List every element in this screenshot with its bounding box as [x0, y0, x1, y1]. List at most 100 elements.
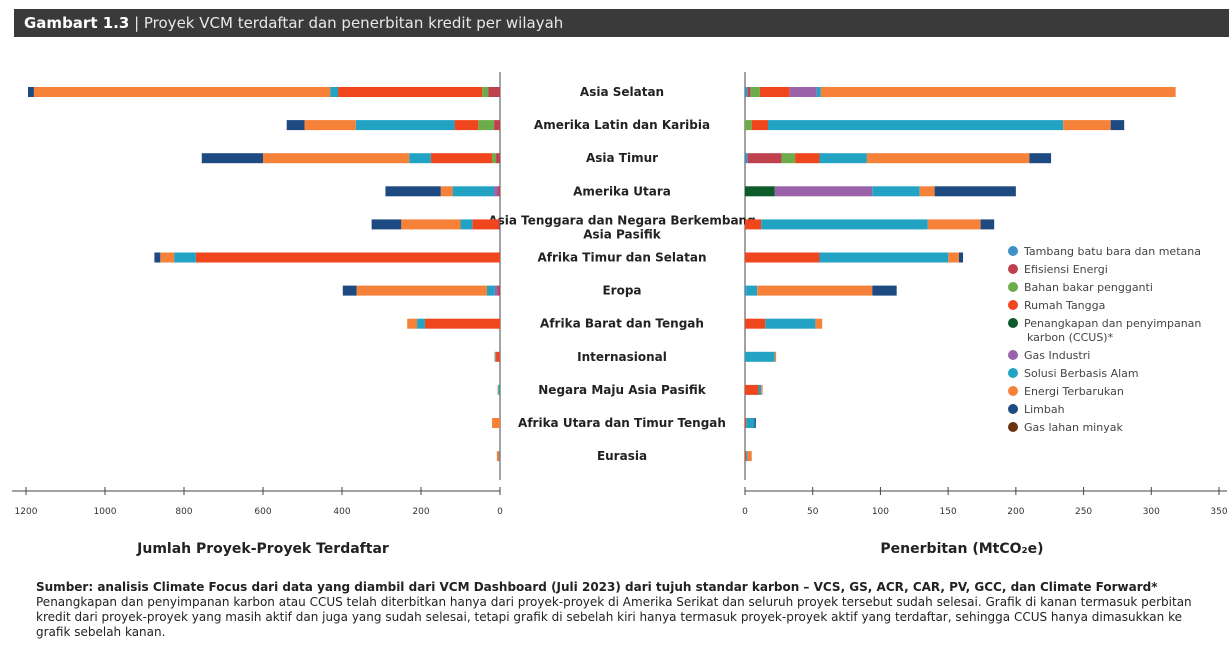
legend-label: Gas Industri	[1024, 349, 1090, 362]
left-bar-segment	[440, 186, 453, 197]
left-bar-segment	[460, 219, 473, 230]
category-label: Asia Timur	[586, 151, 658, 165]
legend-label: Energi Terbarukan	[1024, 385, 1124, 398]
left-tick-label: 0	[497, 507, 503, 517]
chart: 1200 1000 800 600 400 200 0 0 50 100 150 200 250 300 3…	[12, 72, 1228, 557]
left-bar-segment	[452, 186, 495, 197]
right-tick-label: 150	[940, 507, 957, 517]
left-bar-segment	[263, 153, 410, 164]
left-bar-segment	[498, 186, 500, 197]
figure-header: Gambart 1.3 | Proyek VCM terdaftar dan p…	[14, 9, 1229, 37]
left-bar-segment	[330, 87, 339, 97]
right-bar-segment	[745, 219, 762, 230]
right-bar-segment	[757, 285, 873, 296]
left-bar-segment	[33, 87, 331, 97]
left-bar-segment	[494, 285, 499, 296]
left-tick-label: 200	[412, 507, 429, 517]
category-label: Asia Tenggara dan Negara Berkembang Asia …	[488, 213, 755, 241]
legend-label: Limbah	[1024, 403, 1065, 416]
right-bar-segment	[1110, 120, 1125, 131]
legend-swatch	[1008, 264, 1018, 274]
category-label: Amerika Latin dan Karibia	[534, 118, 710, 132]
right-bar-segment	[745, 87, 748, 97]
right-bar-segment	[745, 285, 747, 296]
left-bar-segment	[27, 87, 34, 97]
legend-swatch	[1008, 350, 1018, 360]
right-bar-segment	[758, 384, 762, 395]
source-note-text: Penangkapan dan penyimpanan karbon atau …	[36, 595, 1192, 639]
left-bar-segment	[154, 252, 161, 263]
legend-swatch	[1008, 300, 1018, 310]
right-bar-segment	[746, 451, 748, 462]
legend-label: Bahan bakar pengganti	[1024, 281, 1153, 294]
category-label: Negara Maju Asia Pasifik	[538, 383, 706, 397]
right-tick-label: 250	[1075, 507, 1092, 517]
left-bar-segment	[495, 351, 497, 362]
legend-label: karbon (CCUS)*	[1027, 331, 1114, 344]
left-bar-segment	[355, 120, 455, 131]
right-bar-segment	[754, 418, 756, 428]
left-bar-segment	[498, 451, 500, 462]
right-bar-segment	[781, 153, 796, 164]
title-separator: |	[129, 14, 144, 32]
left-bar-segment	[486, 285, 495, 296]
left-bar-segment	[492, 418, 500, 428]
right-bar-segment	[768, 120, 1064, 131]
legend-label: Gas lahan minyak	[1024, 421, 1123, 434]
left-bar-segment	[174, 252, 196, 263]
left-bar-segment	[409, 153, 431, 164]
legend-label: Penangkapan dan penyimpanan	[1024, 317, 1201, 330]
left-bar-segment	[498, 384, 500, 395]
left-bar-segment	[454, 120, 479, 131]
legend-label: Efisiensi Energi	[1024, 263, 1108, 276]
right-tick-label: 350	[1210, 507, 1227, 517]
category-label: Amerika Utara	[573, 184, 671, 198]
right-bar-segment	[774, 186, 873, 197]
right-bar-segment	[816, 87, 821, 97]
right-bar-segment	[820, 87, 1176, 97]
right-bar-segment	[745, 351, 775, 362]
left-bar-segment	[496, 351, 500, 362]
right-bar-segment	[872, 186, 920, 197]
category-label: Eurasia	[597, 449, 647, 463]
right-bar-segment	[747, 451, 752, 462]
right-bar-segment	[765, 318, 816, 329]
category-label: Asia Selatan	[580, 85, 664, 99]
right-bar-segment	[1063, 120, 1111, 131]
left-bar-segment	[371, 219, 402, 230]
right-bar-segment	[1029, 153, 1052, 164]
right-bar-segment	[751, 120, 769, 131]
figure-label: Gambart 1.3	[24, 14, 130, 32]
left-bar-segment	[472, 219, 499, 230]
left-bar-segment	[286, 120, 305, 131]
right-bar-segment	[815, 318, 823, 329]
right-bar-segment	[746, 418, 755, 428]
right-bar-segment	[761, 219, 928, 230]
left-bar-segment	[160, 252, 175, 263]
right-bar-segment	[980, 219, 995, 230]
category-label: Eropa	[602, 284, 641, 298]
right-bar-segment	[745, 153, 748, 164]
left-bar-segment	[304, 120, 356, 131]
left-bar-segment	[338, 87, 483, 97]
legend-label: Solusi Berbasis Alam	[1024, 367, 1139, 380]
left-bar-segment	[430, 153, 493, 164]
right-bar-segment	[958, 252, 964, 263]
legend-swatch	[1008, 368, 1018, 378]
category-label: Afrika Barat dan Tengah	[540, 317, 704, 331]
right-axis-title: Penerbitan (MtCO₂e)	[880, 541, 1043, 557]
legend-swatch	[1008, 246, 1018, 256]
right-tick-label: 100	[872, 507, 889, 517]
right-tick-label: 0	[742, 507, 748, 517]
left-axis-title: Jumlah Proyek-Proyek Terdaftar	[136, 541, 389, 557]
right-bar-segment	[872, 285, 897, 296]
right-bar-segment	[745, 384, 759, 395]
right-tick-label: 50	[807, 507, 819, 517]
right-bar-segment	[948, 252, 959, 263]
legend-label: Rumah Tangga	[1024, 299, 1105, 312]
left-bar-segment	[342, 285, 357, 296]
category-label: Afrika Utara dan Timur Tengah	[518, 416, 726, 430]
left-bar-segment	[482, 87, 489, 97]
left-bar-segment	[498, 285, 500, 296]
right-bar-segment	[745, 451, 747, 462]
